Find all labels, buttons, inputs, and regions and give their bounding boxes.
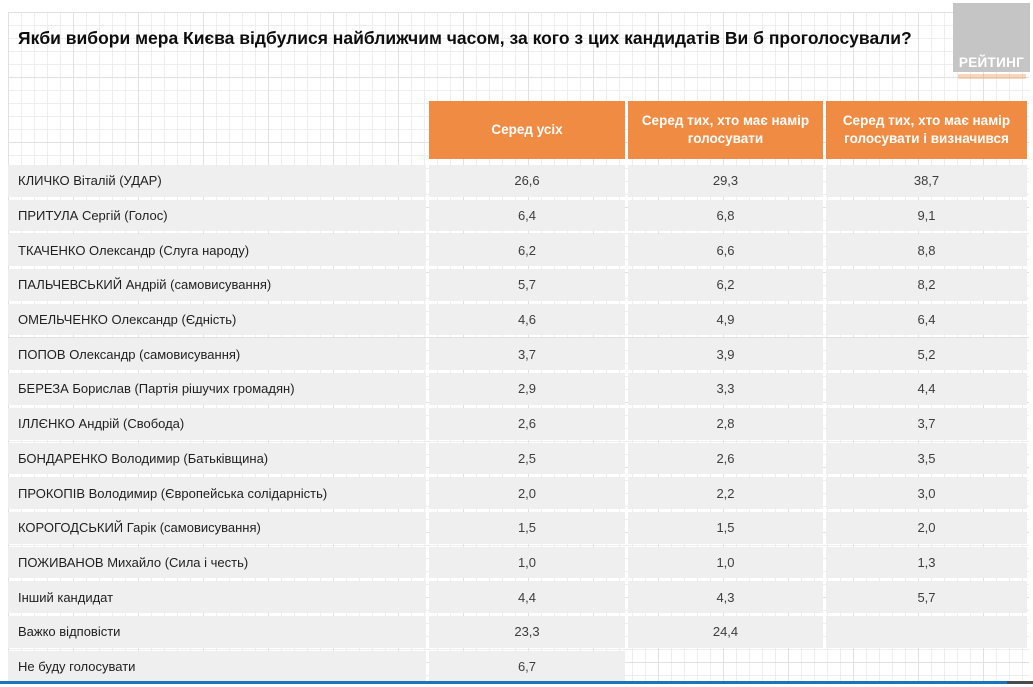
value-cell: 3,0 xyxy=(826,477,1027,509)
value-cell: 23,3 xyxy=(429,615,625,648)
candidate-label: ПРОКОПІВ Володимир (Європейська солідарн… xyxy=(8,477,426,509)
rating-group-logo: РЕЙТИНГ xyxy=(953,3,1030,72)
candidate-label: ПОЖИВАНОВ Михайло (Сила і честь) xyxy=(8,546,426,579)
value-cell: 3,5 xyxy=(826,442,1027,475)
candidate-label: ПОПОВ Олександр (самовисування) xyxy=(8,338,426,371)
table-row: КЛИЧКО Віталій (УДАР) 26,6 29,3 38,7 xyxy=(8,165,1027,197)
value-cell: 29,3 xyxy=(628,165,823,197)
table-row: ПРИТУЛА Сергій (Голос) 6,4 6,8 9,1 xyxy=(8,199,1027,232)
value-cell: 38,7 xyxy=(826,165,1027,197)
candidate-label: ІЛЛЄНКО Андрій (Свобода) xyxy=(8,407,426,440)
table-body: КЛИЧКО Віталій (УДАР) 26,6 29,3 38,7 ПРИТУЛА… xyxy=(8,165,1027,685)
candidate-label: ОМЕЛЬЧЕНКО Олександр (Єдність) xyxy=(8,303,426,336)
logo-wordmark: РЕЙТИНГ xyxy=(958,55,1025,70)
value-cell: 2,0 xyxy=(429,477,625,509)
candidate-label: Не буду голосувати xyxy=(8,650,426,683)
candidate-label: Важко відповісти xyxy=(8,615,426,648)
value-cell: 6,7 xyxy=(429,650,625,683)
value-cell: 6,8 xyxy=(628,199,823,232)
value-cell: 3,7 xyxy=(826,407,1027,440)
value-cell: 5,7 xyxy=(826,581,1027,613)
value-cell: 8,8 xyxy=(826,234,1027,267)
value-cell: 1,5 xyxy=(628,511,823,544)
value-cell: 6,2 xyxy=(628,269,823,301)
table-row: Важко відповісти 23,3 24,4 xyxy=(8,615,1027,648)
value-cell: 6,6 xyxy=(628,234,823,267)
table-row: ІЛЛЄНКО Андрій (Свобода) 2,6 2,8 3,7 xyxy=(8,407,1027,440)
candidate-label: БЕРЕЗА Борислав (Партія рішучих громадян… xyxy=(8,373,426,405)
value-cell: 1,0 xyxy=(628,546,823,579)
value-cell: 1,5 xyxy=(429,511,625,544)
table-row: БОНДАРЕНКО Володимир (Батьківщина) 2,5 2,6… xyxy=(8,442,1027,475)
value-cell: 1,0 xyxy=(429,546,625,579)
table-header-row: Серед усіх Серед тих, хто має намір голо… xyxy=(8,101,1027,159)
footer-dark-endcap xyxy=(1007,681,1033,684)
value-cell: 3,3 xyxy=(628,373,823,405)
value-cell: 2,6 xyxy=(628,442,823,475)
value-cell: 2,8 xyxy=(628,407,823,440)
candidate-label: КОРОГОДСЬКИЙ Гарік (самовисування) xyxy=(8,511,426,544)
value-cell: 2,2 xyxy=(628,477,823,509)
header-spacer-cell xyxy=(8,101,426,159)
value-cell: 4,6 xyxy=(429,303,625,336)
candidate-label: ТКАЧЕНКО Олександр (Слуга народу) xyxy=(8,234,426,267)
value-cell: 5,2 xyxy=(826,338,1027,371)
table-row: ПОПОВ Олександр (самовисування) 3,7 3,9 5,2 xyxy=(8,338,1027,371)
table-row: ПРОКОПІВ Володимир (Європейська солідарн… xyxy=(8,477,1027,509)
candidate-label: КЛИЧКО Віталій (УДАР) xyxy=(8,165,426,197)
value-cell: 2,0 xyxy=(826,511,1027,544)
value-cell: 5,7 xyxy=(429,269,625,301)
value-cell: 6,2 xyxy=(429,234,625,267)
value-cell: 2,6 xyxy=(429,407,625,440)
table-row: БЕРЕЗА Борислав (Партія рішучих громадян… xyxy=(8,373,1027,405)
table-row: ПАЛЬЧЕВСЬКИЙ Андрій (самовисування) 5,7 6,… xyxy=(8,269,1027,301)
value-cell: 24,4 xyxy=(628,615,823,648)
value-cell: 4,4 xyxy=(429,581,625,613)
value-cell xyxy=(826,651,1027,683)
header-intend-and-decided: Серед тих, хто має намір голосувати і ви… xyxy=(826,101,1027,159)
value-cell: 8,2 xyxy=(826,269,1027,301)
header-among-all: Серед усіх xyxy=(429,101,625,159)
table-row: ПОЖИВАНОВ Михайло (Сила і честь) 1,0 1,0 1,… xyxy=(8,546,1027,579)
value-cell xyxy=(826,615,1027,648)
value-cell: 6,4 xyxy=(826,303,1027,336)
header-intend-to-vote: Серед тих, хто має намір голосувати xyxy=(628,101,823,159)
value-cell: 1,3 xyxy=(826,546,1027,579)
value-cell: 26,6 xyxy=(429,165,625,197)
table-row: ОМЕЛЬЧЕНКО Олександр (Єдність) 4,6 4,9 6,4 xyxy=(8,303,1027,336)
candidate-label: ПРИТУЛА Сергій (Голос) xyxy=(8,199,426,232)
footer-blue-rule xyxy=(0,681,1007,684)
value-cell xyxy=(628,651,823,683)
value-cell: 3,7 xyxy=(429,338,625,371)
value-cell: 2,5 xyxy=(429,442,625,475)
candidate-label: ПАЛЬЧЕВСЬКИЙ Андрій (самовисування) xyxy=(8,269,426,301)
value-cell: 3,9 xyxy=(628,338,823,371)
value-cell: 6,4 xyxy=(429,199,625,232)
value-cell: 4,4 xyxy=(826,373,1027,405)
page-title: Якби вибори мера Києва відбулися найближ… xyxy=(18,28,912,48)
logo-subtext-strip xyxy=(958,74,1026,79)
table-row: КОРОГОДСЬКИЙ Гарік (самовисування) 1,5 1,5… xyxy=(8,511,1027,544)
value-cell: 2,9 xyxy=(429,373,625,405)
candidate-label: БОНДАРЕНКО Володимир (Батьківщина) xyxy=(8,442,426,475)
table-row: Інший кандидат 4,4 4,3 5,7 xyxy=(8,581,1027,613)
candidate-label: Інший кандидат xyxy=(8,581,426,613)
value-cell: 4,3 xyxy=(628,581,823,613)
table-row: ТКАЧЕНКО Олександр (Слуга народу) 6,2 6,6 8… xyxy=(8,234,1027,267)
value-cell: 4,9 xyxy=(628,303,823,336)
table-row: Не буду голосувати 6,7 xyxy=(8,650,1027,683)
value-cell: 9,1 xyxy=(826,199,1027,232)
